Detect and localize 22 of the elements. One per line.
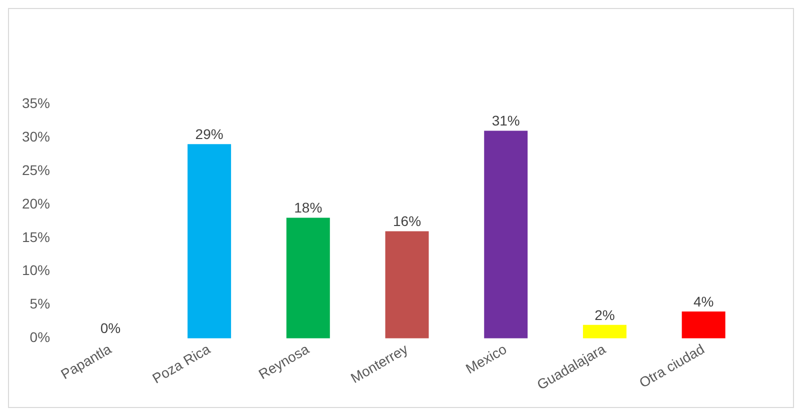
y-tick-label: 30% bbox=[22, 128, 50, 144]
bar bbox=[188, 144, 232, 338]
y-tick-label: 5% bbox=[30, 296, 50, 312]
data-label: 18% bbox=[294, 200, 322, 216]
data-label: 4% bbox=[693, 293, 714, 310]
data-label: 31% bbox=[492, 112, 520, 129]
data-label: 2% bbox=[594, 306, 615, 323]
bar bbox=[484, 130, 528, 338]
y-tick-label: 0% bbox=[30, 329, 50, 346]
y-tick-label: 35% bbox=[22, 94, 50, 111]
y-tick-label: 20% bbox=[22, 195, 50, 212]
y-tick-label: 25% bbox=[22, 162, 50, 178]
data-label: 29% bbox=[195, 126, 224, 142]
y-tick-label: 10% bbox=[22, 262, 50, 278]
data-label: 16% bbox=[392, 213, 422, 230]
bar bbox=[682, 312, 726, 338]
bar bbox=[582, 324, 626, 338]
bar bbox=[385, 231, 429, 338]
x-tick-label: Poza Rica bbox=[149, 340, 213, 386]
data-label: 0% bbox=[100, 320, 121, 336]
bar bbox=[286, 218, 330, 338]
y-tick-label: 15% bbox=[22, 228, 50, 245]
